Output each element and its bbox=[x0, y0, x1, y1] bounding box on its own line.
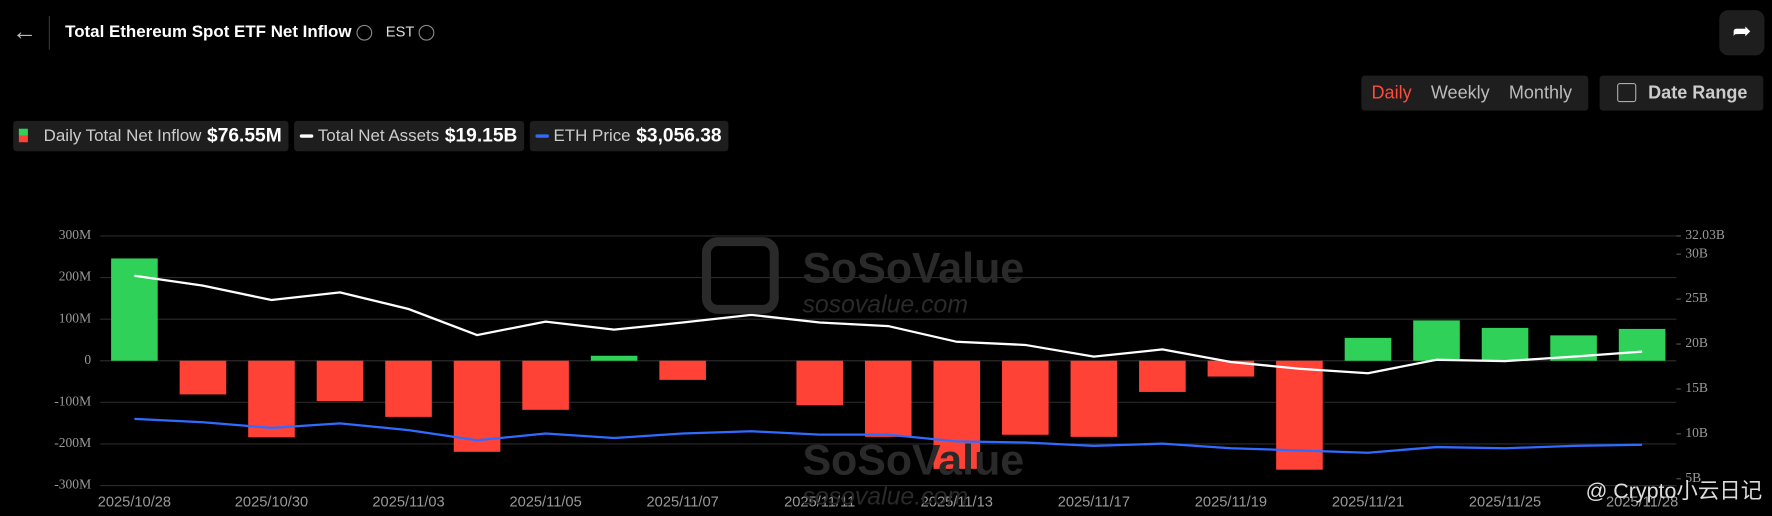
x-tick-label: 2025/11/11 bbox=[784, 494, 855, 510]
period-toggle bbox=[1361, 75, 1589, 111]
y-tick-label: -300M bbox=[54, 477, 91, 492]
calendar-icon bbox=[1617, 82, 1637, 103]
date-range-label[interactable]: Date Range bbox=[1648, 82, 1747, 102]
bar bbox=[1139, 360, 1186, 392]
y-tick-label: 300M bbox=[59, 227, 91, 242]
back-arrow[interactable]: ← bbox=[12, 18, 37, 45]
y-tick-label: 100M bbox=[59, 310, 91, 325]
bar bbox=[248, 360, 295, 438]
period-option[interactable]: Weekly bbox=[1431, 82, 1490, 102]
period-option[interactable]: Monthly bbox=[1509, 82, 1572, 102]
y-tick-label: -200M bbox=[54, 435, 91, 450]
y-tick-label: -100M bbox=[54, 393, 91, 408]
page-title: Total Ethereum Spot ETF Net Inflow bbox=[65, 22, 352, 41]
date-range-button[interactable] bbox=[1599, 75, 1764, 111]
bar bbox=[659, 360, 706, 380]
legend-swatch bbox=[18, 128, 28, 136]
legend-box bbox=[294, 120, 525, 152]
watermark: SoSoValue bbox=[802, 436, 1024, 484]
legend-swatch bbox=[18, 135, 28, 143]
x-tick-label: 2025/11/21 bbox=[1332, 494, 1404, 510]
y2-tick-label: 20B bbox=[1685, 335, 1708, 350]
y-tick-label: 0 bbox=[84, 352, 91, 367]
watermark: SoSoValue bbox=[802, 244, 1024, 292]
bar bbox=[933, 360, 981, 469]
x-tick-label: 2025/11/17 bbox=[1058, 494, 1130, 510]
line bbox=[134, 417, 1643, 454]
y2-tick-label: 15B bbox=[1685, 380, 1708, 395]
timezone: EST bbox=[386, 25, 415, 41]
bar bbox=[522, 360, 569, 410]
legend-swatch bbox=[299, 134, 314, 138]
bar bbox=[1276, 360, 1323, 470]
x-tick-label: 2025/10/30 bbox=[235, 494, 308, 510]
bar bbox=[796, 360, 844, 406]
watermark: sosovalue.com bbox=[802, 292, 968, 319]
bar bbox=[1618, 328, 1666, 361]
watermark: @ Crypto小云日记 bbox=[1586, 479, 1763, 503]
bar bbox=[1070, 360, 1118, 437]
bar bbox=[1413, 320, 1460, 361]
bar bbox=[590, 355, 638, 361]
bar bbox=[385, 360, 432, 417]
share-icon: ➦ bbox=[1732, 19, 1751, 44]
bar bbox=[453, 360, 501, 452]
x-tick-label: 2025/11/07 bbox=[647, 494, 719, 510]
bar bbox=[1344, 337, 1392, 361]
y2-tick-label: 10B bbox=[1685, 425, 1708, 440]
watermark: sosovalue.com bbox=[802, 483, 968, 510]
period-option[interactable]: Daily bbox=[1372, 82, 1412, 102]
info-icon[interactable] bbox=[356, 24, 373, 41]
bar bbox=[1002, 360, 1049, 435]
y-tick-label: 200M bbox=[59, 269, 91, 284]
line bbox=[134, 274, 1643, 375]
legend-value: $76.55M bbox=[207, 126, 282, 147]
y2-tick-label: 25B bbox=[1685, 290, 1708, 305]
y2-tick-label: 30B bbox=[1685, 245, 1708, 260]
x-tick-label: 2025/11/13 bbox=[921, 494, 993, 510]
bar bbox=[1481, 327, 1529, 361]
info-icon[interactable] bbox=[418, 24, 435, 41]
x-tick-label: 2025/11/28 bbox=[1606, 494, 1678, 510]
x-tick-label: 2025/11/25 bbox=[1469, 494, 1541, 510]
x-tick-label: 2025/11/05 bbox=[509, 494, 581, 510]
bar bbox=[864, 360, 912, 437]
legend-value: $3,056.38 bbox=[636, 126, 722, 147]
bar bbox=[316, 360, 364, 402]
x-tick-label: 2025/11/03 bbox=[372, 494, 444, 510]
legend-item[interactable]: Total Net Assets $19.15B bbox=[294, 120, 525, 152]
bar bbox=[1207, 360, 1255, 377]
legend-item[interactable]: ETH Price $3,056.38 bbox=[529, 120, 729, 152]
y2-tick-label: 32.03B bbox=[1685, 227, 1724, 242]
legend-name: Total Net Assets bbox=[318, 126, 439, 145]
bar bbox=[179, 360, 227, 395]
y2-tick-label: 5B bbox=[1685, 470, 1701, 485]
legend-item[interactable]: Daily Total Net Inflow $76.55M bbox=[13, 120, 289, 152]
x-tick-label: 2025/11/19 bbox=[1195, 494, 1267, 510]
legend-box bbox=[13, 120, 289, 152]
legend-swatch bbox=[535, 134, 549, 138]
legend-name: Daily Total Net Inflow bbox=[44, 126, 202, 145]
share-button[interactable] bbox=[1719, 10, 1765, 56]
legend-name: ETH Price bbox=[553, 126, 630, 145]
legend-value: $19.15B bbox=[445, 126, 518, 147]
legend-box bbox=[529, 120, 729, 152]
bar bbox=[111, 258, 158, 361]
x-tick-label: 2025/10/28 bbox=[98, 494, 171, 510]
watermark-logo bbox=[701, 237, 779, 314]
